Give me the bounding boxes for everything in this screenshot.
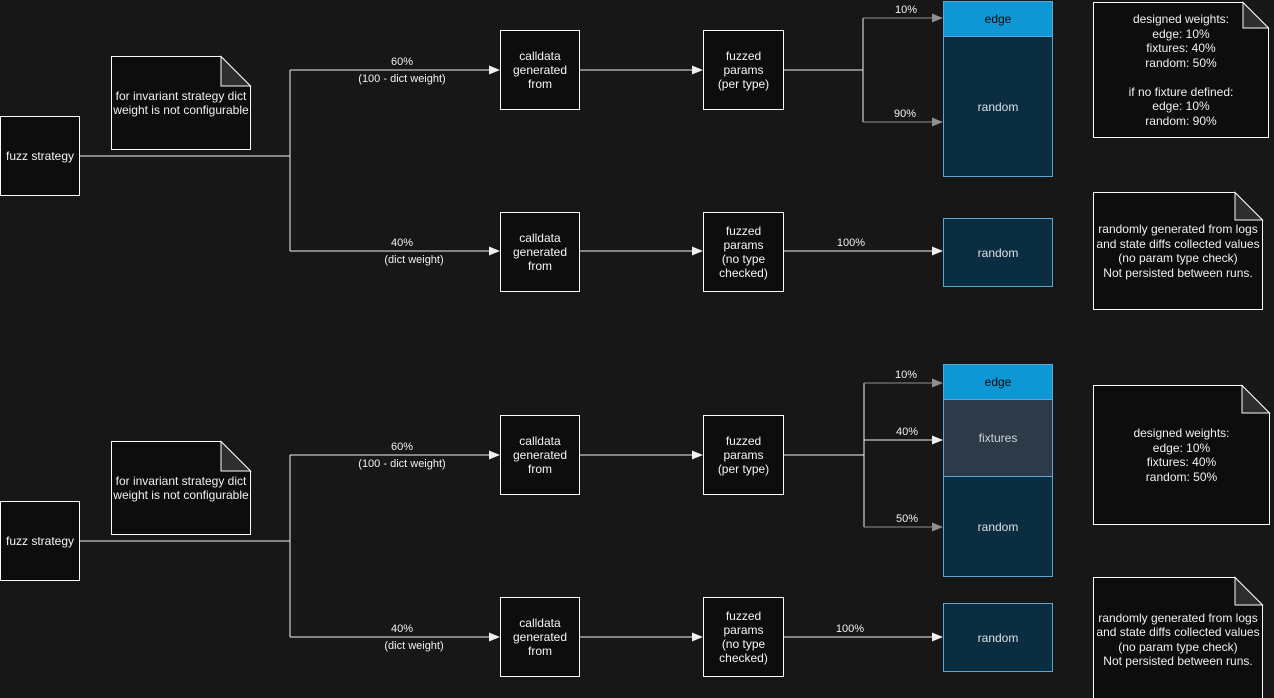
designed-weights-note: designed weights: edge: 10% fixtures: 40… — [1093, 1, 1270, 138]
fuzzed-params-node: fuzzed params (per type) — [703, 415, 784, 495]
pct-label: 90% — [893, 108, 917, 120]
pct-sublabel: (dict weight) — [384, 254, 444, 266]
random-node: random — [943, 218, 1053, 287]
random-node: random — [943, 603, 1053, 672]
note-shape — [1093, 1, 1270, 138]
pct-label: 100% — [835, 623, 865, 635]
note-shape — [1093, 576, 1264, 698]
random-segment: random — [944, 36, 1052, 176]
note-shape — [1093, 384, 1271, 525]
bottom-flow-connectors — [80, 378, 943, 642]
pct-sublabel: (100 - dict weight) — [358, 73, 446, 85]
pct-label: 100% — [836, 237, 866, 249]
designed-weights-note-text: designed weights: edge: 10% fixtures: 40… — [1128, 12, 1234, 128]
fixtures-segment: fixtures — [944, 399, 1052, 476]
edge-segment: edge — [944, 2, 1052, 36]
edge-segment: edge — [944, 365, 1052, 399]
pct-label: 40% — [895, 426, 919, 438]
strategy-note-text: for invariant strategy dict weight is no… — [113, 88, 249, 118]
strategy-note: for invariant strategy dict weight is no… — [111, 55, 252, 150]
designed-weights-note-text: designed weights: edge: 10% fixtures: 40… — [1133, 426, 1230, 484]
random-collected-note: randomly generated from logs and state d… — [1093, 576, 1264, 698]
calldata-node: calldata generated from — [500, 30, 580, 110]
note-shape — [111, 55, 252, 150]
note-shape — [1093, 191, 1264, 310]
calldata-node: calldata generated from — [500, 415, 580, 495]
fuzz-strategy-node: fuzz strategy — [0, 501, 80, 581]
strategy-note-text: for invariant strategy dict weight is no… — [113, 473, 249, 503]
pct-label: 10% — [894, 4, 918, 16]
fuzzed-params-node: fuzzed params (no type checked) — [703, 212, 784, 292]
note-shape — [111, 440, 252, 535]
fuzz-strategy-node: fuzz strategy — [0, 116, 80, 196]
weight-stack: edge fixtures random — [943, 364, 1053, 577]
pct-sublabel: (100 - dict weight) — [358, 458, 446, 470]
random-collected-note-text: randomly generated from logs and state d… — [1096, 222, 1260, 280]
weight-stack: edge random — [943, 1, 1053, 177]
top-flow-connectors — [80, 13, 943, 256]
pct-label: 60% — [390, 441, 414, 453]
pct-label: 60% — [390, 56, 414, 68]
calldata-node: calldata generated from — [500, 597, 580, 677]
calldata-node: calldata generated from — [500, 212, 580, 292]
random-collected-note-text: randomly generated from logs and state d… — [1096, 610, 1260, 669]
pct-label: 50% — [895, 513, 919, 525]
pct-sublabel: (dict weight) — [384, 640, 444, 652]
pct-label: 10% — [894, 369, 918, 381]
fuzzed-params-node: fuzzed params (per type) — [703, 30, 784, 110]
fuzzed-params-node: fuzzed params (no type checked) — [703, 597, 784, 677]
random-collected-note: randomly generated from logs and state d… — [1093, 191, 1264, 310]
pct-label: 40% — [390, 623, 414, 635]
random-segment: random — [944, 476, 1052, 576]
strategy-note: for invariant strategy dict weight is no… — [111, 440, 252, 535]
designed-weights-note: designed weights: edge: 10% fixtures: 40… — [1093, 384, 1271, 525]
pct-label: 40% — [390, 237, 414, 249]
